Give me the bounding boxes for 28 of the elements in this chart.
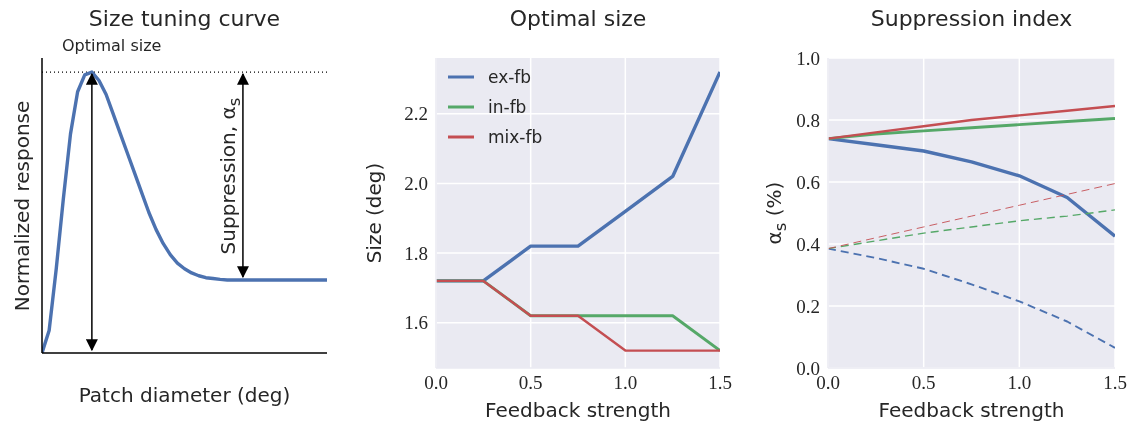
- y-tick-label: 1.6: [404, 312, 428, 334]
- y-tick-label: 1.0: [796, 47, 820, 69]
- x-tick-label: 1.5: [708, 372, 732, 394]
- chart-title: Size tuning curve: [87, 6, 282, 31]
- legend-label: in-fb: [488, 96, 527, 119]
- y-axis-title: Normalized response: [10, 100, 34, 311]
- y-tick-label: 2.2: [404, 103, 428, 125]
- y-tick-label: 2.0: [404, 173, 428, 195]
- text: Optimal size: [62, 36, 162, 55]
- legend-label: ex-fb: [488, 66, 532, 89]
- x-axis-title: Feedback strength: [877, 398, 1066, 422]
- x-tick-label: 1.5: [1103, 372, 1127, 394]
- x-tick-label: 1.0: [613, 372, 638, 394]
- legend-label: mix-fb: [488, 126, 543, 149]
- x-tick-label: 0.0: [424, 372, 448, 394]
- y-tick-label: 0.6: [796, 171, 820, 193]
- y-axis-title: Size (deg): [362, 162, 386, 264]
- x-tick-label: 0.5: [911, 372, 936, 394]
- chart-title: Suppression index: [869, 6, 1074, 31]
- x-tick-label: 1.0: [1007, 372, 1032, 394]
- x-axis-title: Patch diameter (deg): [77, 383, 292, 407]
- y-tick-label: 0.8: [796, 109, 820, 131]
- x-axis-title: Feedback strength: [484, 398, 672, 422]
- x-tick-label: 0.5: [518, 372, 543, 394]
- chart-title: Optimal size: [508, 6, 648, 31]
- y-tick-label: 0.4: [796, 233, 821, 255]
- y-tick-label: 1.8: [404, 242, 428, 264]
- y-tick-label: 0.2: [796, 295, 820, 317]
